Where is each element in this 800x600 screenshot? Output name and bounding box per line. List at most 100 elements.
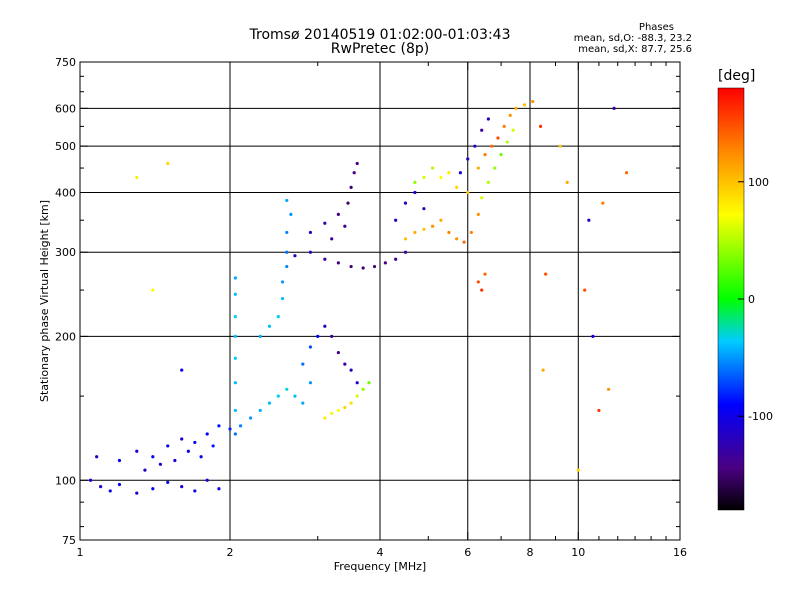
data-point — [439, 175, 443, 180]
data-point — [205, 432, 209, 436]
data-point — [158, 462, 163, 466]
x-tick-label: 1 — [77, 546, 84, 559]
data-point — [565, 180, 569, 184]
data-point — [217, 487, 221, 491]
data-point — [541, 368, 545, 372]
data-point — [476, 280, 480, 284]
data-point — [403, 201, 408, 205]
data-point — [267, 401, 272, 405]
x-tick-label: 10 — [571, 546, 585, 559]
data-point — [233, 356, 237, 360]
data-point — [349, 264, 353, 269]
data-point — [308, 230, 313, 235]
data-point — [180, 485, 184, 489]
data-point — [403, 250, 408, 254]
data-point — [233, 276, 237, 280]
data-point — [301, 401, 305, 405]
data-point — [280, 280, 285, 284]
data-point — [511, 128, 515, 132]
data-point — [285, 198, 289, 203]
data-point — [447, 230, 451, 235]
colorbar-tick-label: 100 — [748, 176, 769, 189]
data-point — [466, 157, 470, 161]
data-point — [173, 458, 177, 463]
data-point — [601, 201, 605, 205]
data-point — [349, 185, 353, 189]
data-point — [473, 144, 477, 148]
data-point — [476, 166, 480, 170]
data-point — [166, 480, 170, 484]
data-point — [276, 394, 280, 398]
data-point — [166, 444, 170, 448]
chart-title: Tromsø 20140519 01:02:00-01:03:43 — [249, 27, 511, 43]
data-point — [367, 381, 371, 385]
data-point — [228, 427, 232, 431]
data-point — [285, 230, 289, 235]
data-point — [117, 458, 122, 463]
data-point — [88, 478, 93, 482]
data-point — [117, 482, 122, 487]
y-tick-label: 200 — [55, 330, 76, 343]
data-point — [193, 489, 197, 493]
y-tick-label: 600 — [55, 102, 76, 115]
data-point — [151, 288, 155, 292]
data-point — [301, 362, 305, 366]
data-point — [480, 128, 484, 132]
data-point — [330, 334, 334, 338]
data-point — [323, 257, 327, 261]
data-point — [394, 257, 398, 261]
data-point — [211, 444, 215, 448]
chart-subtitle: RwPretec (8p) — [330, 41, 430, 57]
data-point — [514, 106, 518, 110]
data-point — [455, 237, 459, 241]
colorbar-unit: [deg] — [718, 68, 756, 84]
data-point — [502, 124, 506, 128]
data-point — [199, 455, 203, 459]
x-tick-label: 8 — [527, 546, 534, 559]
data-point — [166, 161, 170, 166]
data-point — [336, 261, 340, 265]
data-point — [469, 230, 473, 235]
data-point — [439, 218, 443, 222]
data-point — [135, 491, 139, 495]
data-point — [249, 416, 253, 420]
data-point — [383, 261, 387, 265]
data-point — [496, 136, 500, 140]
data-point — [143, 468, 147, 472]
data-point — [180, 368, 184, 372]
data-point — [531, 99, 535, 104]
data-point — [280, 296, 285, 301]
data-point — [413, 180, 417, 184]
data-point — [99, 485, 103, 489]
data-point — [355, 161, 359, 166]
data-point — [308, 250, 313, 254]
phase-stats-title: Phases — [638, 22, 674, 33]
data-point — [217, 424, 221, 428]
data-point — [583, 288, 587, 292]
y-tick-label: 400 — [55, 186, 76, 199]
data-point — [233, 408, 237, 413]
data-point — [576, 468, 580, 472]
x-axis-label: Frequency [MHz] — [334, 560, 426, 573]
data-point — [308, 381, 313, 385]
data-point — [289, 212, 293, 216]
data-point — [403, 237, 408, 241]
data-point — [233, 315, 237, 319]
data-point — [233, 381, 237, 385]
data-point — [422, 227, 426, 231]
data-point — [544, 272, 548, 276]
data-point — [612, 106, 616, 110]
data-point — [308, 345, 313, 349]
colorbar-ticks: 100 0 -100 — [738, 176, 773, 423]
data-point — [361, 387, 365, 391]
data-point — [336, 350, 340, 355]
data-point — [624, 171, 629, 175]
data-point — [413, 230, 417, 235]
data-point — [238, 424, 243, 428]
y-tick-label: 100 — [55, 474, 76, 487]
data-point — [95, 455, 99, 459]
data-point — [343, 362, 347, 366]
data-point — [538, 124, 543, 128]
grid-lines — [80, 62, 680, 540]
